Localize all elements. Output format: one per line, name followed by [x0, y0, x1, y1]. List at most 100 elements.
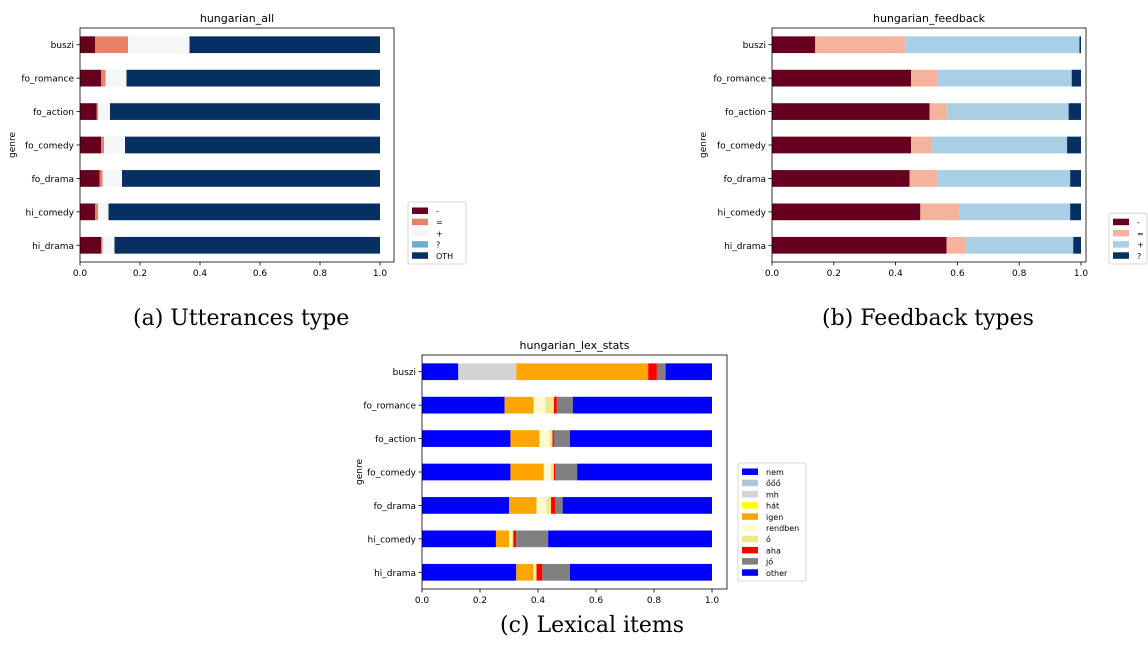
legend-label: aha	[766, 546, 781, 555]
y-tick-label: fo_action	[375, 435, 416, 445]
chart-lexical-items: hungarian_lex_stats buszi fo_romance fo_act…	[350, 335, 830, 606]
bar-hi_drama-jó	[542, 563, 570, 581]
chart-utterances-type: hungarian_all buszi fo_romance fo_action fo_…	[0, 0, 480, 300]
x-tick-label: 0.8	[1012, 269, 1027, 279]
y-tick-label: hi_drama	[724, 242, 766, 252]
legend-label: mh	[766, 490, 779, 499]
bar-buszi-=	[95, 36, 128, 54]
bar-fo_romance-ó	[545, 396, 554, 414]
bar-fo_action-+	[946, 103, 1069, 120]
bar-fo_romance-OTH	[126, 69, 380, 87]
bar-fo_romance-=	[101, 69, 106, 87]
bar-fo_drama--	[80, 170, 100, 187]
bar-hi_drama-?	[1073, 236, 1081, 254]
bar-hi_drama-rendben	[533, 563, 536, 581]
bar-fo_action--	[80, 103, 97, 120]
legend: - = +?	[1108, 212, 1148, 265]
bar-fo_action-other	[569, 430, 712, 447]
bar-fo_action-jó	[553, 430, 570, 447]
x-tick-label: 1.0	[705, 596, 720, 605]
bar-fo_romance-?	[1071, 69, 1081, 87]
bar-fo_romance-rendben	[533, 396, 546, 414]
y-tick-label: hi_drama	[374, 569, 416, 579]
bar-fo_action-nem	[422, 430, 511, 447]
bar-fo_action-+	[98, 103, 110, 120]
bar-hi_comedy--	[80, 203, 95, 221]
legend-label: hát	[766, 502, 779, 511]
bar-fo_romance-igen	[504, 396, 534, 414]
bar-fo_romance-=	[911, 69, 938, 87]
x-tick-label: 0.0	[765, 269, 780, 279]
bar-hi_drama-other	[569, 563, 712, 581]
bar-fo_romance-+	[937, 69, 1072, 87]
bar-buszi-other	[665, 363, 712, 381]
y-tick-label: buszi	[743, 41, 766, 51]
bar-buszi-mh	[458, 363, 517, 381]
legend-label: rendben	[766, 524, 799, 533]
bar-hi_comedy-aha	[513, 530, 517, 548]
legend-swatch	[742, 502, 758, 509]
bar-buszi--	[80, 36, 95, 54]
bar-fo_drama-aha	[551, 497, 556, 514]
bar-fo_drama-other	[562, 497, 712, 514]
bar-hi_drama-+	[102, 236, 115, 254]
bar-fo_action-?	[1068, 103, 1081, 120]
bar-hi_comedy-rendben	[509, 530, 512, 548]
chart-title: hungarian_all	[200, 12, 274, 25]
chart-feedback-types: hungarian_feedback buszi fo_romance fo_acti…	[690, 0, 1148, 300]
y-tick-label: fo_action	[725, 108, 766, 118]
bar-hi_comedy-=	[920, 203, 959, 221]
bar-fo_comedy-aha	[553, 463, 556, 481]
bar-hi_drama--	[772, 236, 947, 254]
bar-fo_romance-+	[105, 69, 127, 87]
bar-fo_action-OTH	[110, 103, 380, 120]
legend-swatch	[742, 490, 758, 498]
y-tick-label: fo_drama	[32, 175, 74, 185]
y-tick-label: hi_drama	[32, 242, 74, 252]
legend-swatch	[412, 207, 428, 214]
bar-fo_comedy-ó	[551, 463, 554, 481]
legend-swatch	[412, 229, 428, 237]
legend-label: jó	[765, 557, 773, 567]
bar-hi_drama-nem	[422, 563, 517, 581]
y-tick-label: fo_romance	[363, 402, 416, 412]
legend-swatch	[742, 479, 758, 487]
chart-title: hungarian_feedback	[873, 12, 986, 25]
y-tick-label: fo_romance	[21, 75, 74, 85]
y-tick-label: hi_comedy	[367, 535, 416, 545]
bar-fo_romance-nem	[422, 396, 505, 414]
bar-hi_comedy-=	[95, 203, 98, 221]
bar-hi_drama-=	[101, 236, 103, 254]
caption-feedback-types: (b) Feedback types	[822, 306, 1034, 331]
bar-fo_comedy-rendben	[543, 463, 552, 481]
y-tick-label: hi_comedy	[25, 208, 74, 218]
legend-label: other	[766, 569, 788, 578]
y-tick-label: fo_action	[33, 108, 74, 118]
bar-hi_comedy-ó	[511, 530, 514, 548]
bar-fo_comedy-=	[911, 136, 932, 154]
bars	[422, 363, 712, 581]
legend-swatch	[412, 218, 428, 226]
y-tick-label: fo_drama	[374, 502, 416, 512]
bar-fo_comedy-OTH	[125, 136, 380, 154]
legend-label: +	[436, 229, 443, 238]
bar-hi_comedy-+	[98, 203, 109, 221]
bar-fo_drama-?	[1070, 170, 1081, 187]
legend-swatch	[742, 535, 758, 543]
legend-label: OTH	[436, 252, 453, 261]
bar-hi_comedy-jó	[516, 530, 549, 548]
legend-swatch	[742, 513, 758, 520]
legend-swatch	[1113, 218, 1129, 226]
bar-hi_drama-ó	[535, 563, 537, 581]
bar-fo_romance--	[80, 69, 101, 87]
bar-fo_drama-=	[909, 170, 938, 187]
bar-fo_drama-=	[99, 170, 103, 187]
y-axis-label: genre	[8, 132, 18, 158]
bar-buszi-OTH	[189, 36, 380, 54]
bar-fo_comedy-=	[101, 136, 104, 154]
x-tick-label: 0.0	[73, 269, 88, 279]
bar-fo_drama-nem	[422, 497, 509, 514]
caption-lexical-items: (c) Lexical items	[500, 613, 685, 638]
